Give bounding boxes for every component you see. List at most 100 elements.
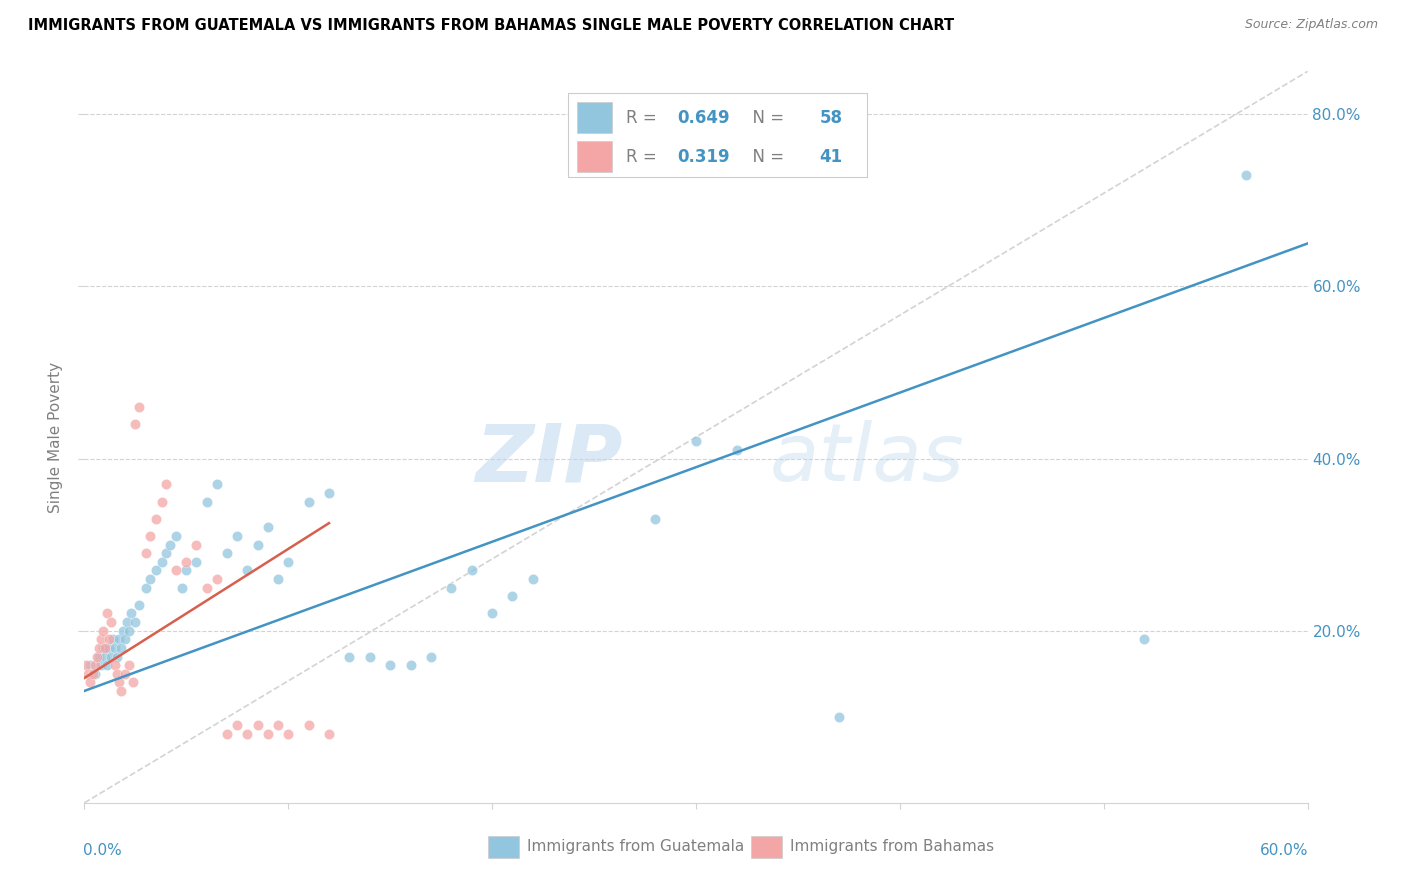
Point: [145, 564, 167, 578]
Text: R =: R =: [626, 148, 662, 167]
Point: [150, 494, 173, 508]
Point: [236, 727, 259, 741]
Point: [217, 727, 239, 741]
Point: [257, 727, 280, 741]
Point: [120, 607, 142, 621]
Point: [159, 538, 181, 552]
Text: N =: N =: [742, 148, 790, 167]
Point: [110, 640, 132, 655]
Point: [101, 632, 124, 647]
Point: [725, 442, 748, 457]
Text: N =: N =: [742, 109, 790, 127]
Point: [90, 632, 112, 647]
Point: [135, 581, 157, 595]
Point: [420, 649, 443, 664]
Bar: [578, 102, 612, 133]
Point: [257, 520, 280, 534]
Point: [110, 684, 132, 698]
Point: [277, 727, 299, 741]
Text: ZIP: ZIP: [475, 420, 623, 498]
Point: [236, 564, 259, 578]
Point: [97, 632, 120, 647]
Point: [481, 607, 503, 621]
Point: [267, 572, 290, 586]
Point: [217, 546, 239, 560]
Point: [155, 477, 177, 491]
Text: 0.649: 0.649: [678, 109, 730, 127]
Point: [138, 572, 160, 586]
Point: [246, 538, 269, 552]
Point: [440, 581, 463, 595]
Point: [79, 675, 101, 690]
Point: [96, 607, 118, 621]
Point: [97, 640, 120, 655]
Point: [105, 666, 128, 681]
Point: [155, 546, 177, 560]
Bar: [488, 836, 519, 858]
Point: [112, 624, 135, 638]
Text: 60.0%: 60.0%: [1260, 843, 1309, 858]
Point: [186, 555, 208, 569]
Point: [267, 718, 290, 732]
Point: [195, 581, 218, 595]
Point: [83, 658, 105, 673]
Point: [246, 718, 269, 732]
Point: [87, 640, 110, 655]
Point: [226, 529, 249, 543]
Text: 41: 41: [820, 148, 842, 167]
Point: [108, 675, 131, 690]
Point: [380, 658, 402, 673]
Point: [96, 658, 118, 673]
Point: [114, 666, 136, 681]
Point: [145, 512, 167, 526]
Text: 0.319: 0.319: [678, 148, 730, 167]
FancyBboxPatch shape: [568, 94, 868, 178]
Point: [150, 555, 173, 569]
Text: R =: R =: [626, 109, 662, 127]
Point: [1133, 632, 1156, 647]
Point: [100, 615, 122, 629]
Point: [90, 658, 112, 673]
Point: [91, 624, 114, 638]
Point: [644, 512, 666, 526]
Point: [118, 624, 141, 638]
Point: [174, 564, 197, 578]
Point: [135, 546, 157, 560]
Point: [82, 666, 104, 681]
Point: [77, 666, 100, 681]
Bar: [578, 142, 612, 172]
Point: [75, 658, 97, 673]
Point: [174, 555, 197, 569]
Point: [108, 632, 131, 647]
Point: [93, 649, 115, 664]
Point: [205, 477, 228, 491]
Point: [91, 640, 114, 655]
Point: [124, 417, 146, 432]
Point: [298, 718, 321, 732]
Point: [186, 538, 208, 552]
Text: 58: 58: [820, 109, 842, 127]
Point: [93, 640, 115, 655]
Point: [522, 572, 544, 586]
Point: [318, 486, 340, 500]
Point: [172, 581, 194, 595]
Point: [502, 589, 524, 603]
Point: [86, 649, 108, 664]
Point: [83, 666, 105, 681]
Point: [298, 494, 321, 508]
Point: [165, 529, 187, 543]
Text: Immigrants from Guatemala: Immigrants from Guatemala: [527, 839, 744, 855]
Point: [195, 494, 218, 508]
Text: atlas: atlas: [769, 420, 965, 498]
Point: [122, 675, 145, 690]
Point: [128, 598, 150, 612]
Point: [318, 727, 340, 741]
Point: [399, 658, 422, 673]
Point: [1236, 168, 1258, 182]
Point: [79, 658, 101, 673]
Point: [339, 649, 361, 664]
Point: [114, 632, 136, 647]
Y-axis label: Single Male Poverty: Single Male Poverty: [48, 361, 63, 513]
Point: [124, 615, 146, 629]
Point: [461, 564, 484, 578]
